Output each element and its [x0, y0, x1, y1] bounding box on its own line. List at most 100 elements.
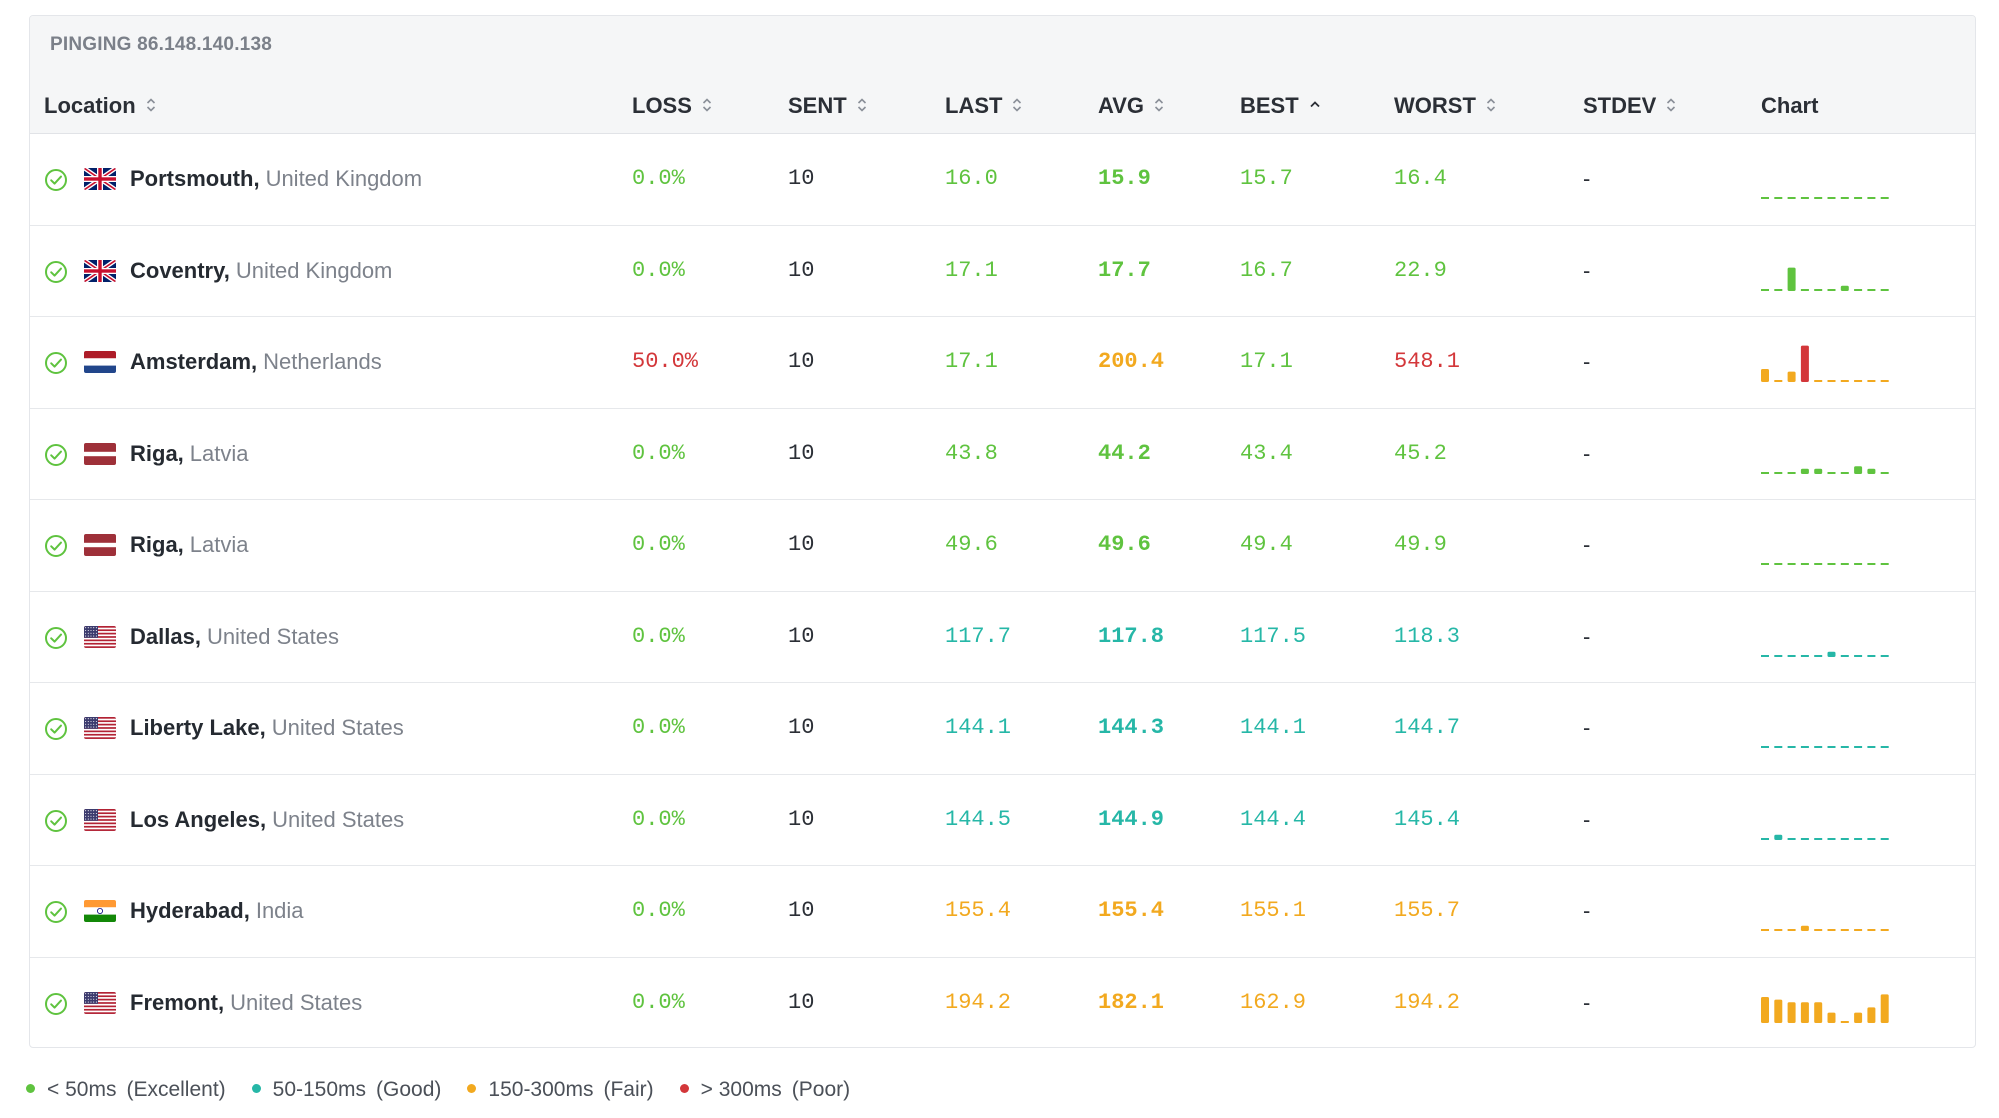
latency-sparkline: [1761, 267, 1889, 291]
worst-value: 194.2: [1394, 989, 1461, 1015]
table-row[interactable]: Los Angeles, United States 0.0% 10 144.5 …: [30, 775, 1975, 866]
sparkline-bar: [1854, 563, 1863, 565]
country-name: United Kingdom: [235, 257, 393, 283]
country-name: Netherlands: [263, 349, 382, 374]
sparkline-bar: [1827, 563, 1836, 565]
table-row[interactable]: Dallas, United States 0.0% 10 117.7 117.8…: [30, 592, 1975, 683]
table-row[interactable]: Coventry, United Kingdom 0.0% 10 17.1 17.…: [30, 226, 1975, 317]
best-value: 17.1: [1240, 349, 1293, 374]
sparkline-bar: [1800, 563, 1809, 565]
worst-value: 155.7: [1394, 898, 1461, 923]
column-header-avg[interactable]: AVG: [1098, 86, 1164, 126]
sparkline-bar: [1787, 371, 1796, 382]
column-header-location[interactable]: Location: [44, 86, 156, 126]
sparkline-bar: [1800, 197, 1809, 199]
sent-value: 10: [788, 898, 815, 923]
sparkline-bar: [1867, 563, 1876, 565]
legend-description: (Poor): [791, 1078, 851, 1101]
column-header-sent[interactable]: SENT: [788, 86, 867, 126]
sparkline-bar: [1854, 465, 1863, 474]
table-row[interactable]: Liberty Lake, United States 0.0% 10 144.1…: [30, 683, 1975, 775]
city-name: Hyderabad,: [130, 898, 250, 923]
avg-value: 144.3: [1098, 715, 1165, 740]
worst-value: 45.2: [1394, 440, 1447, 466]
latency-sparkline: [1761, 465, 1889, 474]
legend-item: 150-300ms (Fair): [467, 1078, 654, 1102]
loss-value: 50.0%: [632, 349, 699, 374]
column-header-loss[interactable]: LOSS: [632, 86, 712, 126]
sent-value: 10: [788, 532, 815, 557]
column-label: AVG: [1098, 93, 1145, 118]
sparkline-bar: [1800, 468, 1809, 474]
location-cell: Hyderabad, India: [130, 866, 304, 956]
latency-sparkline: [1761, 345, 1889, 382]
sent-value: 10: [788, 715, 815, 740]
sparkline-bar: [1827, 929, 1836, 931]
sparkline-bar: [1854, 654, 1863, 657]
last-value: 49.6: [945, 532, 998, 557]
table-row[interactable]: Riga, Latvia 0.0% 10 43.8 44.2 43.4 45.2 …: [30, 409, 1975, 500]
nl-flag: [84, 351, 116, 373]
sparkline-bar: [1761, 369, 1769, 382]
sparkline-bar: [1867, 197, 1876, 199]
latency-sparkline: [1761, 651, 1889, 657]
table-row[interactable]: Riga, Latvia 0.0% 10 49.6 49.6 49.4 49.9 …: [30, 500, 1975, 592]
sparkline-bar: [1774, 288, 1783, 291]
sparkline-bar: [1814, 197, 1823, 199]
avg-value: 155.4: [1098, 898, 1165, 923]
sort-icon: [1013, 98, 1022, 112]
sparkline-bar: [1814, 837, 1823, 840]
table-row[interactable]: Amsterdam, Netherlands 50.0% 10 17.1 200.…: [30, 317, 1975, 409]
sparkline-bar: [1880, 563, 1889, 565]
sparkline-bar: [1774, 197, 1783, 199]
sparkline-bar: [1774, 999, 1783, 1023]
location-cell: Dallas, United States: [130, 592, 339, 682]
best-value: 117.5: [1240, 623, 1307, 649]
table-row[interactable]: Portsmouth, United Kingdom 0.0% 10 16.0 1…: [30, 134, 1975, 226]
column-label: LOSS: [632, 93, 692, 118]
country-name: United Kingdom: [265, 166, 423, 191]
sparkline-bar: [1854, 837, 1863, 840]
legend-label: 150-300ms: [488, 1078, 594, 1101]
sparkline-bar: [1800, 746, 1809, 748]
stdev-value: -: [1583, 257, 1591, 283]
sparkline-bar: [1867, 380, 1876, 382]
sparkline-bar: [1774, 563, 1783, 565]
sparkline-bar: [1787, 929, 1796, 931]
sparkline-bar: [1854, 929, 1863, 931]
sparkline-bar: [1774, 746, 1783, 748]
table-row[interactable]: Fremont, United States 0.0% 10 194.2 182.…: [30, 958, 1975, 1048]
best-value: 15.7: [1240, 166, 1293, 191]
sparkline-bar: [1774, 834, 1783, 840]
sparkline-bar: [1827, 651, 1836, 657]
check-circle-icon: [45, 809, 67, 832]
check-circle-icon: [45, 260, 67, 283]
sparkline-bar: [1840, 746, 1849, 748]
sparkline-bar: [1880, 288, 1889, 291]
sparkline-bar: [1854, 746, 1863, 748]
sparkline-bar: [1867, 837, 1876, 840]
column-header-worst[interactable]: WORST: [1394, 86, 1496, 126]
column-label: STDEV: [1583, 93, 1657, 118]
column-header-stdev[interactable]: STDEV: [1583, 86, 1676, 126]
sparkline-bar: [1880, 654, 1889, 657]
sparkline-bar: [1814, 468, 1823, 474]
stdev-value: -: [1583, 898, 1591, 923]
sparkline-bar: [1827, 471, 1836, 474]
sparkline-bar: [1827, 746, 1836, 748]
sort-icon: [857, 98, 866, 112]
sparkline-bar: [1854, 380, 1863, 382]
stdev-value: -: [1583, 349, 1591, 374]
sparkline-bar: [1854, 1012, 1863, 1023]
table-row[interactable]: Hyderabad, India 0.0% 10 155.4 155.4 155.…: [30, 866, 1975, 958]
sent-value: 10: [788, 989, 815, 1015]
column-header-best[interactable]: BEST: [1240, 86, 1321, 126]
latency-sparkline: [1761, 925, 1889, 931]
city-name: Liberty Lake,: [130, 715, 266, 740]
legend-item: > 300ms (Poor): [679, 1078, 851, 1102]
location-cell: Los Angeles, United States: [130, 775, 404, 865]
stdev-value: -: [1583, 715, 1591, 740]
sent-value: 10: [788, 806, 815, 832]
sparkline-bar: [1761, 837, 1769, 840]
column-header-last[interactable]: LAST: [945, 86, 1022, 126]
